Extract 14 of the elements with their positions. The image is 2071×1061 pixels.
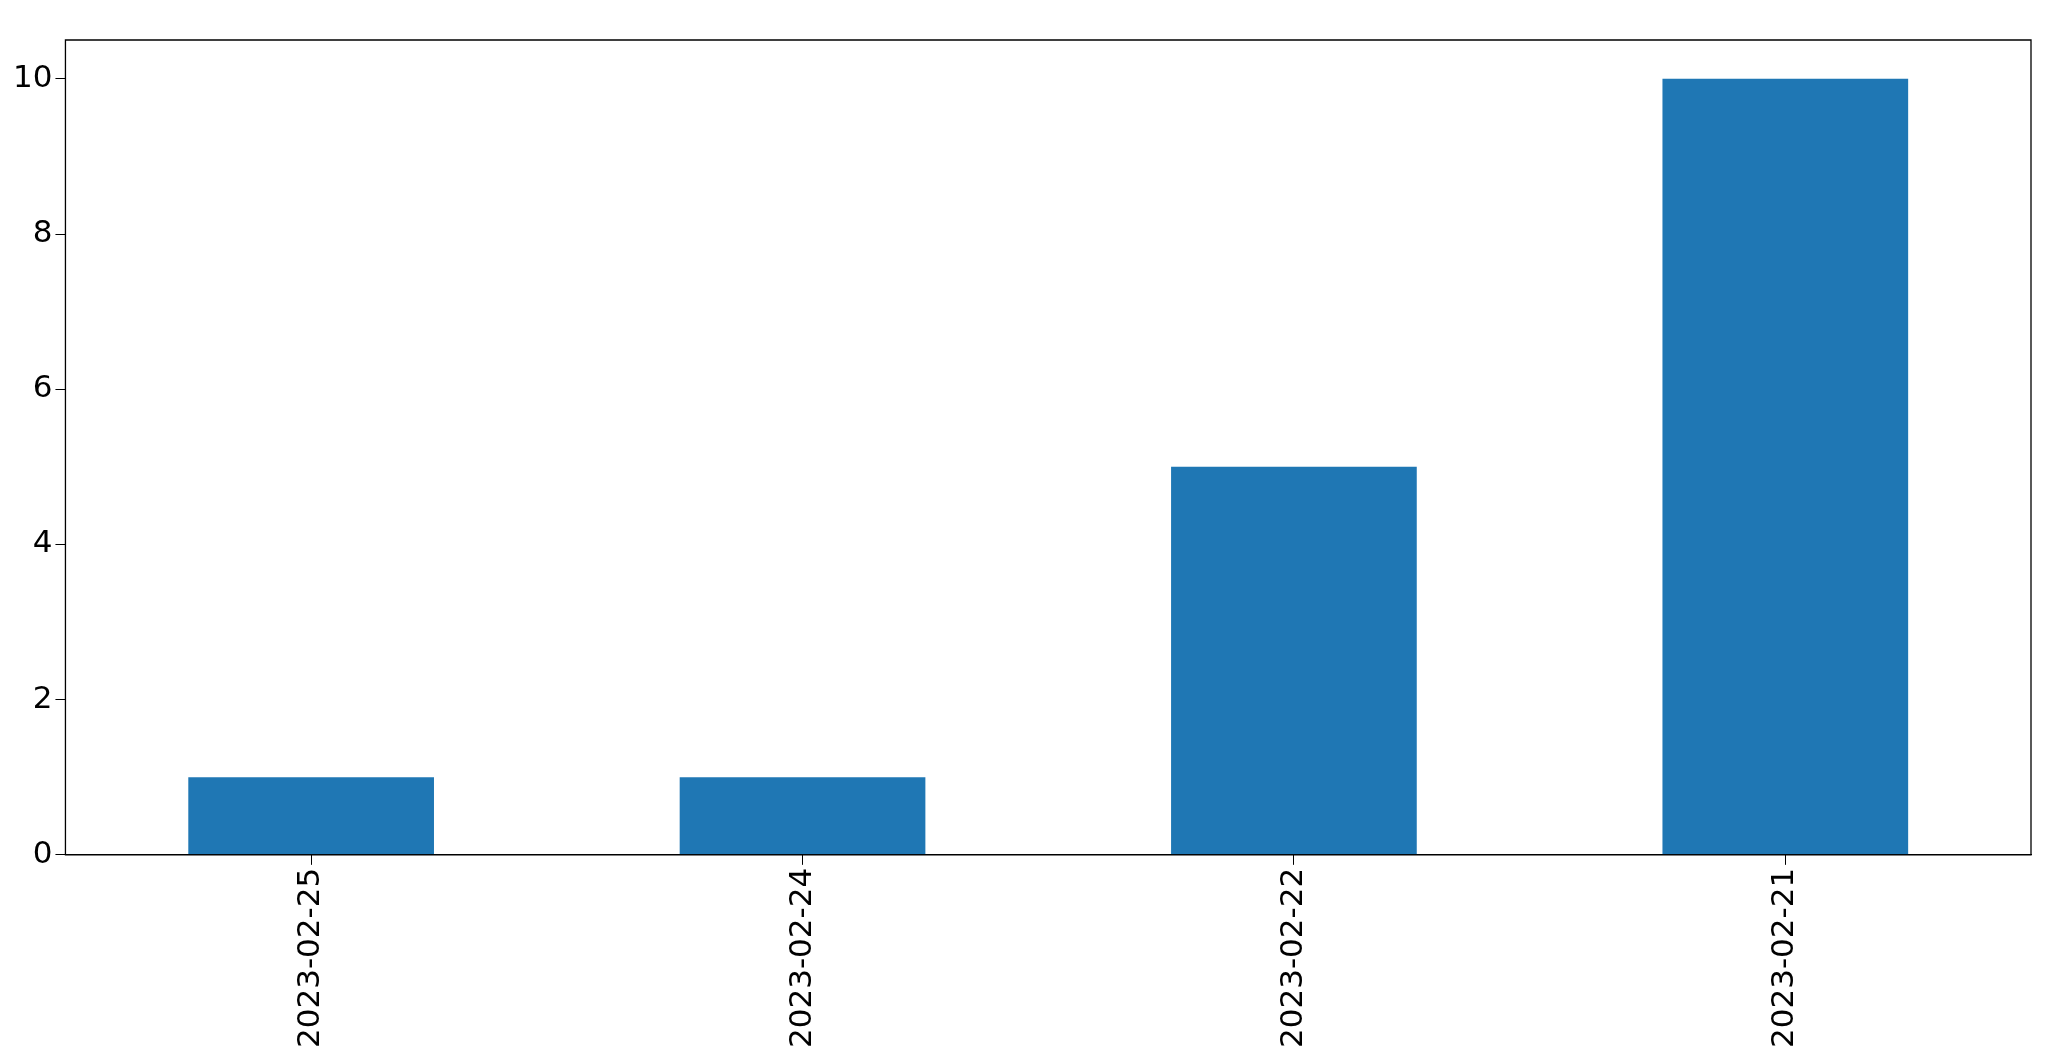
x-tick-label: 2023-02-24 xyxy=(781,867,818,1049)
bar xyxy=(1662,78,1909,855)
y-tick-label: 4 xyxy=(32,523,53,560)
bar xyxy=(679,777,926,855)
y-tick-label: 2 xyxy=(32,678,53,715)
y-tick-label: 10 xyxy=(12,57,53,94)
x-tick-label: 2023-02-21 xyxy=(1764,867,1801,1049)
bar xyxy=(188,777,434,855)
x-tick-label: 2023-02-22 xyxy=(1272,867,1309,1049)
y-tick-label: 6 xyxy=(32,368,53,405)
y-tick-label: 0 xyxy=(32,833,53,870)
y-tick-label: 8 xyxy=(32,213,53,250)
bar xyxy=(1171,466,1417,855)
x-tick-label: 2023-02-25 xyxy=(290,867,327,1049)
